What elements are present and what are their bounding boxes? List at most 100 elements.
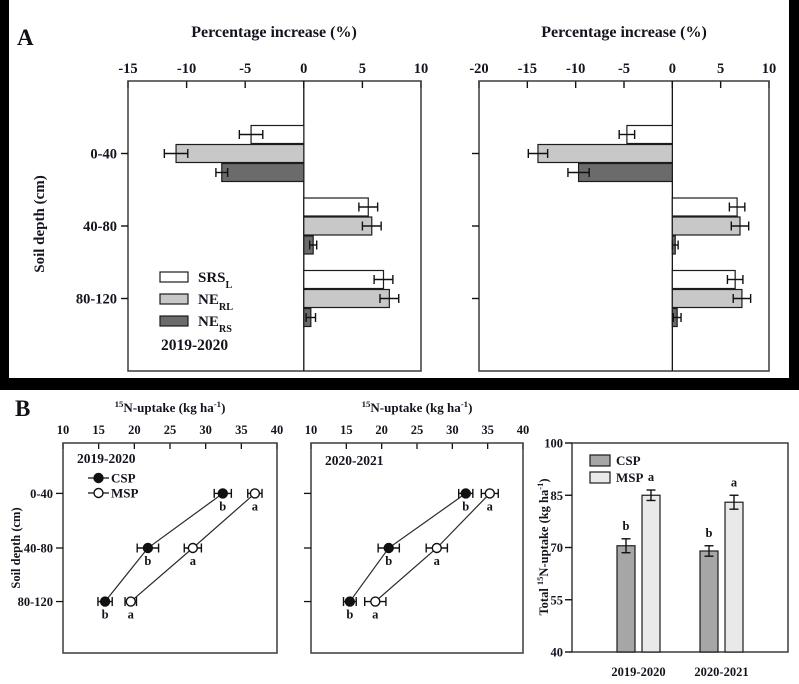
panel-divider-bar xyxy=(0,378,799,390)
x-tick-label: 5 xyxy=(717,61,724,77)
x-tick-label: 25 xyxy=(411,423,424,437)
legend-label: MSP xyxy=(616,470,644,485)
y-tick-label: 80-120 xyxy=(76,292,117,308)
data-point-MSP xyxy=(431,542,442,554)
legend-label: CSP xyxy=(111,471,136,486)
significance-letter: b xyxy=(346,608,353,622)
bar-NERL xyxy=(671,216,741,236)
significance-letter: b xyxy=(706,526,713,540)
right-border-bar xyxy=(789,0,799,390)
chart-title: Percentage increase (%) xyxy=(191,24,357,41)
significance-letter: a xyxy=(731,475,738,489)
data-point-MSP xyxy=(484,488,495,499)
x-category-label: 2019-2020 xyxy=(611,665,665,679)
data-point-CSP xyxy=(344,596,356,607)
x-tick-label: 40 xyxy=(271,423,284,437)
x-tick-label: 10 xyxy=(414,61,429,77)
bar-NERS xyxy=(221,162,305,183)
y-axis-label: Soil depth (cm) xyxy=(9,507,23,588)
data-point-MSP xyxy=(187,542,199,554)
x-tick-label: -5 xyxy=(618,61,630,77)
x-tick-label: 15 xyxy=(92,423,105,437)
y-tick-label: 0-40 xyxy=(90,147,117,163)
bar-MSP xyxy=(641,494,661,653)
legend-swatch xyxy=(589,471,611,484)
legend-marker xyxy=(93,487,104,499)
x-tick-label: 40 xyxy=(517,423,530,437)
legend-label: SRSL xyxy=(198,270,233,291)
x-tick-label: 30 xyxy=(446,423,459,437)
significance-letter: b xyxy=(623,519,630,533)
data-point-CSP xyxy=(460,488,471,499)
x-tick-label: -15 xyxy=(518,61,537,77)
bar-NERS xyxy=(577,162,673,183)
significance-letter: a xyxy=(648,470,655,484)
legend-swatch xyxy=(159,315,189,327)
y-tick-label: 80-120 xyxy=(18,595,53,609)
legend-label: NERS xyxy=(198,314,232,335)
chart-n-uptake-2020-2021: 15N-uptake (kg ha-1) 10 15 20 25 30 35 40 b b b a a a… xyxy=(304,399,530,654)
y-tick-label: 40-80 xyxy=(83,219,117,235)
x-tick-label: -5 xyxy=(239,61,251,77)
bar-SRSL xyxy=(303,269,385,290)
left-border-bar xyxy=(0,0,9,390)
data-point-CSP xyxy=(383,542,394,554)
x-tick-label: 0 xyxy=(669,61,676,77)
legend-marker xyxy=(93,472,104,484)
x-tick-label: -20 xyxy=(469,61,488,77)
y-axis-label: Soil depth (cm) xyxy=(32,175,48,273)
y-tick-label: 40 xyxy=(551,646,564,660)
x-tick-label: 20 xyxy=(375,423,388,437)
significance-letter: a xyxy=(252,499,259,513)
x-tick-label: -10 xyxy=(177,61,196,77)
data-point-CSP xyxy=(142,542,154,554)
year-label: 2019-2020 xyxy=(77,451,136,466)
significance-letter: b xyxy=(102,608,109,622)
chart-percentage-increase-second-year: Percentage increase (%) -20 -15 -10 -5 0 5 10 xyxy=(469,24,777,372)
legend-label: CSP xyxy=(616,453,641,468)
x-tick-label: -15 xyxy=(118,61,137,77)
data-point-CSP xyxy=(99,596,111,607)
data-point-MSP xyxy=(370,596,381,607)
legend-swatch xyxy=(159,271,189,283)
year-label: 2020-2021 xyxy=(325,453,384,468)
chart-total-n-uptake: 40 55 70 85 100 Total 15N-uptake (kg ha-1) 201… xyxy=(535,437,789,679)
chart-title: 15N-uptake (kg ha-1) xyxy=(362,399,473,415)
significance-letter: b xyxy=(144,554,151,568)
legend-label: NERL xyxy=(198,292,233,313)
x-tick-label: 0 xyxy=(300,61,307,77)
data-point-CSP xyxy=(217,488,228,499)
x-tick-label: 10 xyxy=(762,61,777,77)
legend-swatch xyxy=(159,293,189,305)
bar-NERL xyxy=(671,288,743,309)
bar-MSP xyxy=(724,501,744,653)
data-point-MSP xyxy=(249,488,261,499)
bar-NERL xyxy=(537,143,673,164)
x-tick-label: 25 xyxy=(164,423,177,437)
series-line-CSP xyxy=(349,492,467,602)
x-tick-label: 5 xyxy=(359,61,366,77)
y-tick-label: 40-80 xyxy=(24,542,53,556)
bar-SRSL xyxy=(671,269,736,290)
panel-b-label: B xyxy=(15,396,31,421)
chart-n-uptake-2019-2020: 15N-uptake (kg ha-1) 10 15 20 25 30 35 40 0-40 40… xyxy=(9,399,284,654)
bar-CSP xyxy=(616,545,636,653)
y-tick-label: 70 xyxy=(551,541,564,555)
series-line-CSP xyxy=(104,492,224,602)
chart-percentage-increase-2019-2020: Percentage increase (%) -15 -10 -5 0 5 10 0-40 4… xyxy=(32,24,429,372)
x-tick-label: -10 xyxy=(566,61,585,77)
significance-letter: a xyxy=(128,608,135,622)
y-tick-label: 100 xyxy=(544,437,563,451)
x-category-label: 2020-2021 xyxy=(694,665,748,679)
significance-letter: b xyxy=(385,554,392,568)
significance-letter: b xyxy=(219,499,226,513)
bar-CSP xyxy=(699,550,719,653)
x-tick-label: 35 xyxy=(481,423,494,437)
x-tick-label: 20 xyxy=(128,423,141,437)
y-tick-label: 55 xyxy=(551,593,564,607)
legend-swatch xyxy=(589,454,611,467)
chart-title: 15N-uptake (kg ha-1) xyxy=(115,399,226,415)
y-tick-label: 0-40 xyxy=(30,487,53,501)
bar-NERL xyxy=(303,288,390,309)
